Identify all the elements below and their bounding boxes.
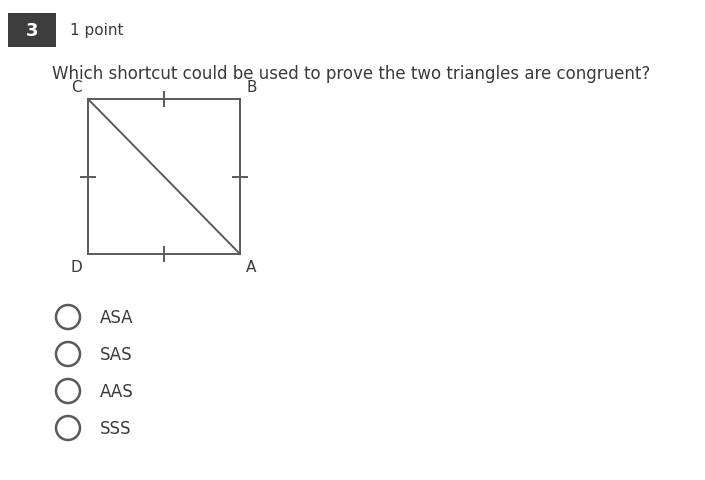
Text: D: D <box>70 260 82 275</box>
Text: 1 point: 1 point <box>70 24 123 38</box>
Text: ASA: ASA <box>100 308 133 326</box>
Text: AAS: AAS <box>100 382 134 400</box>
Text: Which shortcut could be used to prove the two triangles are congruent?: Which shortcut could be used to prove th… <box>52 65 650 83</box>
Text: B: B <box>246 80 257 95</box>
Text: A: A <box>246 260 257 275</box>
Text: C: C <box>71 80 82 95</box>
Text: SSS: SSS <box>100 419 132 437</box>
FancyBboxPatch shape <box>8 14 56 48</box>
Text: SAS: SAS <box>100 345 133 363</box>
Text: 3: 3 <box>26 22 38 40</box>
